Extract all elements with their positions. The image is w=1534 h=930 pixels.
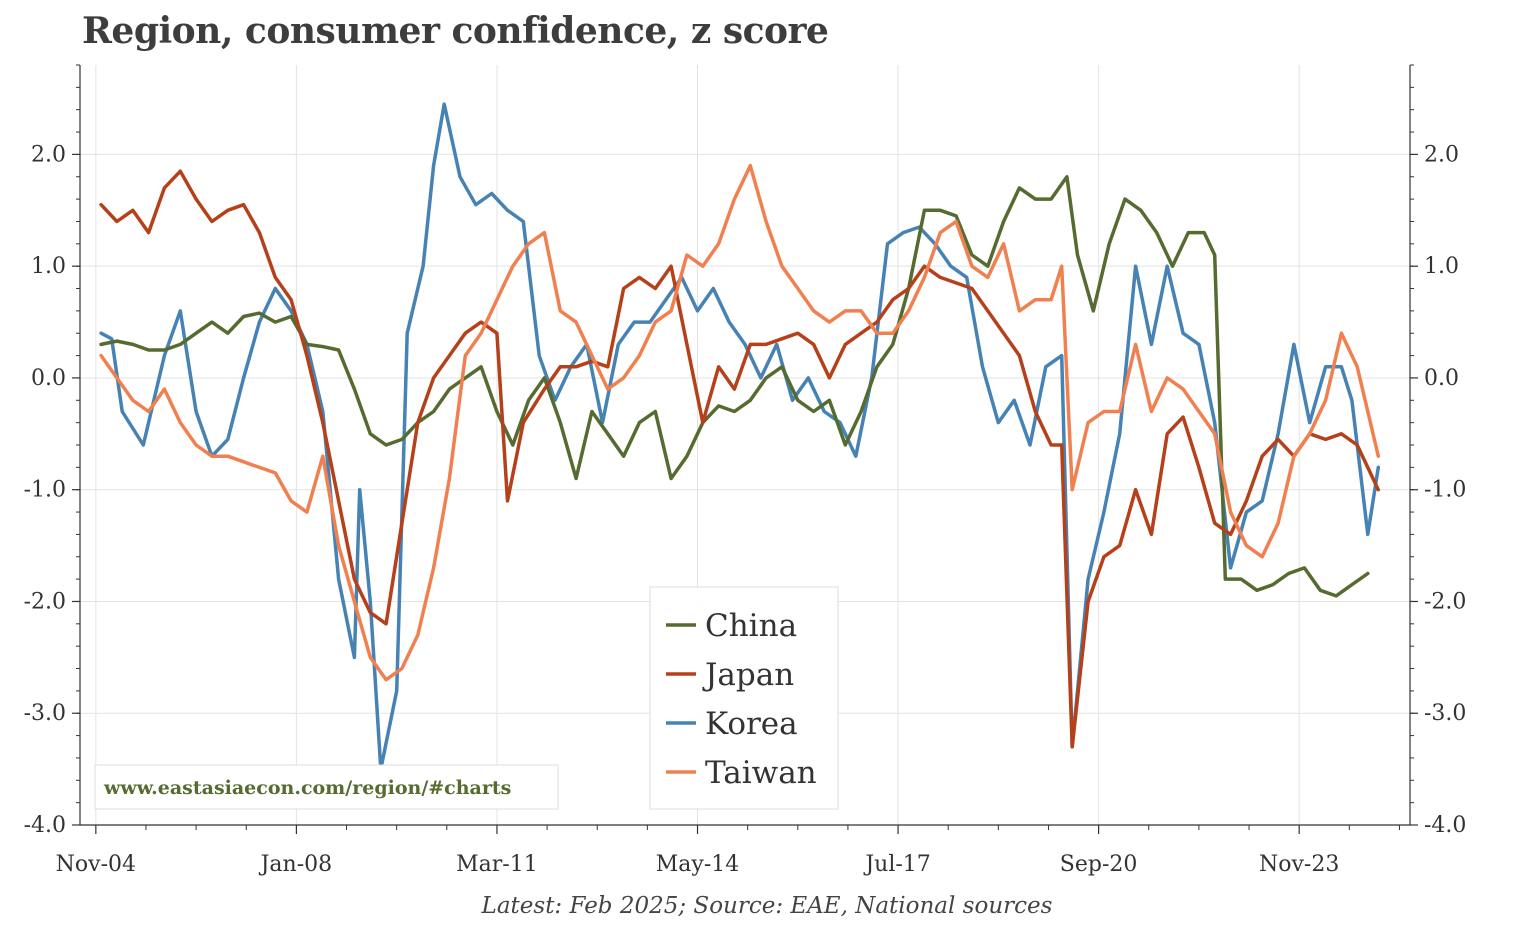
x-tick-label: Jan-08 bbox=[259, 852, 333, 877]
y-tick-label-right: -1.0 bbox=[1424, 478, 1466, 503]
watermark-box bbox=[94, 764, 559, 810]
y-tick-label-left: 1.0 bbox=[31, 254, 66, 279]
legend: China Japan Korea Taiwan bbox=[649, 586, 839, 810]
series-line-taiwan bbox=[99, 163, 1381, 682]
source-note: Latest: Feb 2025; Source: EAE, National … bbox=[481, 893, 1053, 919]
x-tick-label: Nov-04 bbox=[56, 852, 136, 877]
y-tick-label-left: -1.0 bbox=[24, 478, 66, 503]
series-line-korea bbox=[99, 102, 1381, 771]
y-tick-label-right: -3.0 bbox=[1424, 701, 1466, 726]
legend-label-china: China bbox=[705, 608, 797, 644]
watermark: www.eastasiaecon.com/region/#charts bbox=[94, 764, 559, 810]
series-line-japan bbox=[99, 169, 1381, 749]
y-tick-label-left: 0.0 bbox=[31, 366, 66, 391]
x-tick-label: May-14 bbox=[656, 852, 740, 877]
y-tick-label-right: -2.0 bbox=[1424, 589, 1466, 614]
y-tick-label-left: 2.0 bbox=[31, 142, 66, 167]
legend-label-japan: Japan bbox=[702, 657, 794, 693]
y-tick-label-left: -3.0 bbox=[24, 701, 66, 726]
y-tick-label-right: 1.0 bbox=[1424, 254, 1459, 279]
x-tick-label: Nov-23 bbox=[1259, 852, 1339, 877]
watermark-text: www.eastasiaecon.com/region/#charts bbox=[103, 777, 511, 799]
legend-label-korea: Korea bbox=[705, 706, 798, 742]
series-layer bbox=[99, 102, 1381, 771]
axes-layer: 2.0 2.0 1.0 1.0 0.0 0.0 -1.0 -1.0 -2.0 -2.0 -3.0 -3… bbox=[24, 64, 1466, 877]
y-tick-label-right: 0.0 bbox=[1424, 366, 1459, 391]
chart-title: Region, consumer confidence, z score bbox=[82, 10, 829, 52]
legend-label-taiwan: Taiwan bbox=[705, 755, 817, 791]
y-tick-label-right: -4.0 bbox=[1424, 813, 1466, 838]
y-tick-label-left: -4.0 bbox=[24, 813, 66, 838]
x-tick-label: Sep-20 bbox=[1060, 852, 1138, 877]
x-tick-label: Jul-17 bbox=[863, 852, 930, 877]
y-tick-label-right: 2.0 bbox=[1424, 142, 1459, 167]
x-tick-label: Mar-11 bbox=[456, 852, 538, 877]
y-tick-label-left: -2.0 bbox=[24, 589, 66, 614]
series-line-china bbox=[99, 175, 1370, 598]
